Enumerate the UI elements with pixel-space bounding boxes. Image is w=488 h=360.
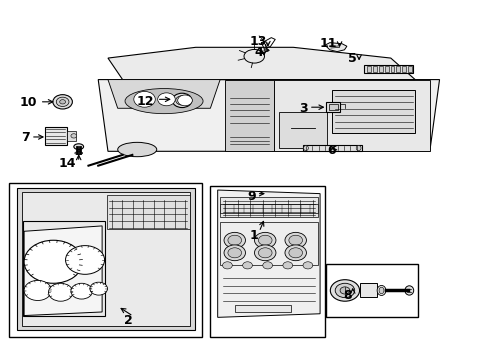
Bar (401, 66, 405, 72)
Bar (220, 204, 317, 213)
Polygon shape (217, 190, 320, 318)
Bar (366, 66, 370, 72)
Circle shape (254, 232, 275, 248)
Circle shape (285, 232, 306, 248)
Circle shape (227, 248, 241, 258)
Polygon shape (325, 42, 346, 51)
Ellipse shape (376, 285, 385, 296)
Text: 14: 14 (59, 157, 76, 170)
Circle shape (339, 287, 349, 294)
Text: 12: 12 (137, 95, 154, 108)
Polygon shape (98, 80, 439, 151)
Bar (17, 188, 194, 330)
Bar (23, 221, 105, 316)
Bar (44, 127, 66, 145)
Circle shape (224, 232, 245, 248)
Bar (303, 145, 361, 151)
Ellipse shape (264, 49, 268, 51)
Circle shape (172, 93, 191, 108)
Circle shape (175, 96, 188, 105)
Ellipse shape (303, 145, 308, 150)
Circle shape (177, 95, 192, 106)
Text: 13: 13 (248, 35, 266, 49)
Bar (363, 65, 412, 73)
Bar (384, 66, 388, 72)
Ellipse shape (125, 89, 203, 114)
Ellipse shape (75, 152, 82, 154)
Circle shape (262, 262, 272, 269)
Circle shape (179, 98, 184, 103)
Circle shape (24, 240, 82, 283)
Circle shape (330, 280, 359, 301)
Bar (9, 183, 202, 337)
Text: 1: 1 (249, 229, 258, 242)
Circle shape (53, 95, 72, 109)
Bar (395, 66, 399, 72)
Bar (378, 66, 382, 72)
Text: 8: 8 (343, 289, 351, 302)
Circle shape (71, 283, 92, 299)
Circle shape (303, 262, 312, 269)
Polygon shape (108, 80, 220, 108)
Text: 10: 10 (20, 96, 37, 109)
Polygon shape (273, 80, 429, 151)
Circle shape (65, 246, 104, 274)
Circle shape (224, 245, 245, 261)
Circle shape (283, 262, 292, 269)
Circle shape (254, 245, 275, 261)
Bar (359, 283, 376, 297)
Bar (326, 264, 417, 317)
Bar (210, 186, 325, 337)
Circle shape (134, 91, 155, 107)
Circle shape (56, 97, 69, 107)
Bar (328, 104, 337, 110)
Circle shape (334, 283, 354, 298)
Bar (234, 305, 290, 312)
Text: 5: 5 (347, 51, 356, 64)
Ellipse shape (378, 287, 383, 294)
Circle shape (227, 235, 241, 245)
Text: 6: 6 (327, 144, 335, 157)
Bar (220, 222, 317, 265)
Circle shape (71, 134, 77, 138)
Ellipse shape (118, 142, 157, 157)
Bar (326, 102, 339, 112)
Ellipse shape (244, 49, 264, 63)
Bar (107, 195, 189, 229)
Text: 11: 11 (319, 36, 336, 50)
Bar (390, 66, 394, 72)
Polygon shape (24, 226, 102, 316)
Circle shape (24, 280, 51, 301)
Bar (331, 90, 414, 134)
Circle shape (258, 235, 271, 245)
Text: 3: 3 (299, 102, 307, 115)
Bar (66, 131, 76, 141)
Circle shape (285, 245, 306, 261)
Circle shape (60, 100, 65, 104)
Circle shape (288, 248, 302, 258)
Bar (21, 192, 189, 326)
Bar (278, 112, 327, 148)
Circle shape (90, 282, 107, 295)
Circle shape (288, 235, 302, 245)
Ellipse shape (404, 286, 413, 295)
Circle shape (242, 262, 252, 269)
Text: 4: 4 (254, 46, 263, 59)
Circle shape (48, 283, 73, 301)
Bar (372, 66, 376, 72)
Circle shape (158, 93, 175, 106)
Bar (220, 197, 317, 217)
Circle shape (222, 262, 232, 269)
Polygon shape (108, 47, 414, 80)
Circle shape (258, 248, 271, 258)
Ellipse shape (74, 144, 83, 149)
Bar (407, 66, 411, 72)
Text: 7: 7 (21, 131, 30, 144)
Polygon shape (224, 80, 273, 151)
Text: 9: 9 (246, 190, 255, 203)
Ellipse shape (355, 145, 360, 150)
Text: 2: 2 (123, 314, 132, 328)
